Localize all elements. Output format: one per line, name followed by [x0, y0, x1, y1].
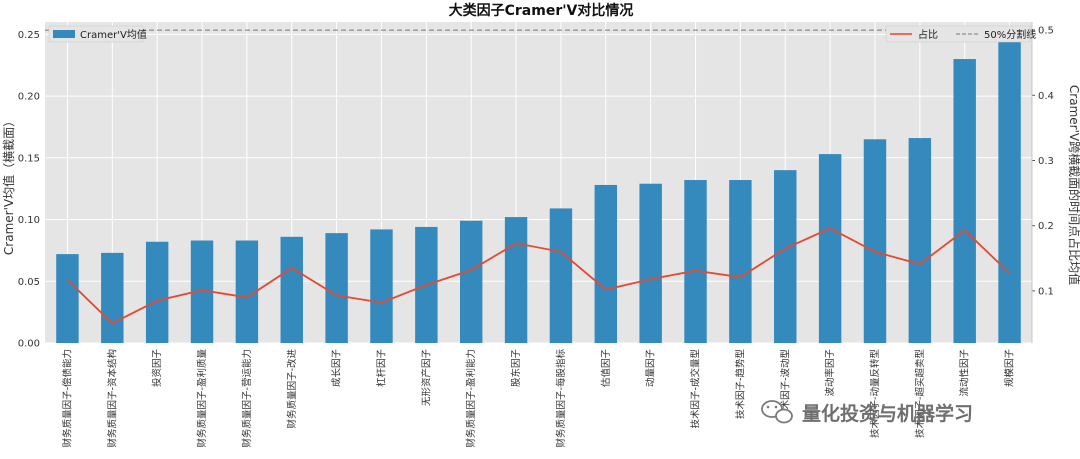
bars: [56, 38, 1021, 344]
bar: [235, 240, 259, 343]
bar: [325, 233, 348, 343]
chart-title: 大类因子Cramer'V对比情况: [449, 2, 634, 19]
left-tick-label: 0.10: [18, 215, 40, 226]
ratio-point: [156, 299, 158, 302]
bar: [863, 139, 887, 343]
left-y-axis: 0.00 0.05 0.10 0.15 0.20 0.25: [18, 30, 40, 350]
category-label: 技术因子-成交量型: [690, 349, 702, 429]
ratio-point: [111, 322, 114, 325]
ratio-point: [919, 263, 921, 265]
ratio-point: [604, 288, 607, 291]
legend-line-label: 占比: [918, 28, 938, 41]
left-axis-title: Cramer'V均值（横截面）: [1, 115, 16, 255]
right-tick-label: 0.4: [1038, 91, 1054, 102]
ratio-point: [470, 269, 473, 271]
left-tick-label: 0.00: [18, 339, 40, 350]
bar: [684, 180, 707, 343]
bar: [953, 59, 976, 344]
left-tick-label: 0.15: [18, 153, 40, 164]
legend-left: Cramer'V均值: [48, 25, 147, 43]
category-label: 财务质量因子-营运能力: [241, 349, 253, 447]
bar: [145, 241, 169, 343]
category-label: 流动性因子: [959, 349, 971, 397]
bar: [729, 180, 752, 343]
x-axis-categories: 财务质量因子-偿债能力 财务质量因子-资本结构 投资因子 财务质量因子-盈利质量 财务质…: [61, 349, 1015, 448]
watermark-text: 量化投资与机器学习: [802, 402, 973, 425]
legend-right: 占比 50%分割线: [885, 25, 1036, 43]
ratio-point: [739, 276, 742, 278]
right-axis-title: Cramer'V跨横截面的时间点占比均值: [1067, 85, 1080, 285]
bar: [190, 240, 214, 343]
bar: [549, 208, 573, 343]
ratio-point: [829, 227, 831, 230]
category-label: 财务质量因子-偿债能力: [61, 349, 73, 447]
ratio-point: [335, 294, 338, 297]
bar: [774, 170, 797, 343]
left-tick-label: 0.05: [18, 277, 40, 288]
category-label: 波动率因子: [824, 349, 836, 397]
left-tick-label: 0.25: [18, 30, 40, 41]
category-label: 技术因子-动量反转型: [869, 349, 881, 438]
bar: [998, 38, 1021, 344]
bar: [370, 229, 393, 343]
category-label: 技术因子-超买超卖型: [914, 349, 926, 438]
ratio-point: [784, 247, 787, 250]
category-label: 无形资产因子: [420, 349, 432, 407]
bar: [504, 217, 528, 343]
right-y-axis: 0.1 0.2 0.3 0.4 0.5: [1031, 22, 1054, 343]
category-label: 杠杆因子: [375, 349, 387, 388]
legend-hline-label: 50%分割线: [984, 28, 1036, 41]
ratio-point: [874, 250, 876, 253]
ratio-point: [1008, 272, 1011, 275]
bar: [908, 138, 932, 343]
category-label: 财务质量因子-每股指标: [555, 349, 567, 448]
wechat-icon: [761, 400, 793, 424]
category-label: 规模因子: [1004, 349, 1016, 388]
ratio-point: [201, 289, 203, 292]
ratio-point: [66, 278, 69, 281]
bar: [818, 154, 842, 343]
ratio-point: [380, 301, 383, 304]
right-tick-label: 0.5: [1038, 26, 1054, 37]
category-label: 财务质量因子-资本结构: [106, 349, 118, 447]
category-label: 技术因子-趋势型: [734, 349, 746, 419]
watermark: 量化投资与机器学习: [761, 400, 973, 425]
ratio-point: [560, 250, 562, 253]
ratio-point: [649, 278, 652, 280]
category-label: 动量因子: [646, 349, 657, 388]
category-label: 技术因子-波动型: [779, 349, 791, 419]
ratio-point: [694, 269, 697, 272]
ratio-point: [425, 284, 428, 286]
ratio-point: [246, 296, 248, 299]
category-label: 成长因子: [331, 349, 343, 388]
category-label: 财务质量因子-盈利质量: [196, 349, 208, 448]
right-tick-label: 0.3: [1038, 156, 1054, 167]
category-label: 财务质量因子-改进: [286, 349, 298, 429]
legend-bar-swatch: [53, 30, 75, 38]
category-label: 股东因子: [510, 349, 522, 388]
bar: [101, 252, 124, 343]
category-label: 估值因子: [600, 349, 612, 388]
ratio-point: [515, 242, 517, 245]
ratio-point: [963, 229, 966, 232]
right-tick-label: 0.2: [1038, 221, 1054, 232]
legend-bar-label: Cramer'V均值: [80, 28, 147, 41]
category-label: 投资因子: [151, 349, 163, 388]
bar: [56, 254, 79, 343]
right-tick-label: 0.1: [1038, 286, 1054, 297]
ratio-line: [66, 227, 1011, 325]
bar: [639, 183, 662, 343]
bar: [459, 220, 483, 343]
bar: [594, 184, 618, 343]
category-label: 财务质量因子-盈利能力: [465, 349, 477, 447]
left-tick-label: 0.20: [18, 92, 40, 103]
bar: [280, 236, 303, 343]
ratio-point: [290, 267, 293, 269]
ratio-line-path: [66, 227, 1011, 325]
